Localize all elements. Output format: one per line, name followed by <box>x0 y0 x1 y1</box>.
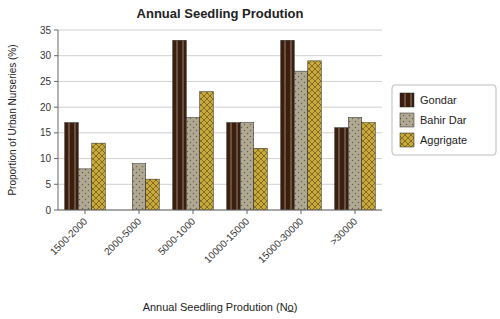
x-tick <box>85 210 86 214</box>
x-tick <box>355 210 356 214</box>
bar <box>362 123 376 210</box>
legend-swatch <box>400 93 414 107</box>
x-tick-label: 5000-1000 <box>156 215 198 257</box>
y-grid <box>58 30 382 210</box>
y-tick-label: 10 <box>40 153 52 164</box>
y-tick <box>54 158 58 159</box>
bar <box>348 117 362 210</box>
y-tick <box>54 81 58 82</box>
x-tick <box>247 210 248 214</box>
y-axis-line <box>58 30 59 210</box>
legend-label: Gondar <box>420 94 457 106</box>
x-axis-line <box>58 210 382 211</box>
bar <box>173 40 187 210</box>
bar <box>294 71 308 210</box>
y-tick-label: 35 <box>40 25 52 36</box>
bar <box>78 169 92 210</box>
x-tick-label: 15000-30000 <box>256 215 306 265</box>
grid-line <box>58 107 382 108</box>
y-tick-label: 0 <box>45 205 51 216</box>
x-tick-label: 10000-15000 <box>202 215 252 265</box>
x-axis: 1500-2000 2000-5000 5000-100010000-1500015… <box>48 210 382 265</box>
bar <box>240 123 254 210</box>
bar <box>146 179 160 210</box>
y-axis: 0 5 10 15 20 25 30 35 <box>40 25 58 216</box>
bar <box>92 143 106 210</box>
x-tick <box>301 210 302 214</box>
y-tick-label: 15 <box>40 127 52 138</box>
legend-swatch <box>400 133 414 147</box>
bar <box>308 61 322 210</box>
grid-line <box>58 30 382 31</box>
y-tick-label: 30 <box>40 50 52 61</box>
x-tick <box>193 210 194 214</box>
x-tick-label: 1500-2000 <box>48 215 90 257</box>
legend-swatch <box>400 113 414 127</box>
grid-line <box>58 184 382 185</box>
y-axis-label: Proportion of Urban Nurseries (%) <box>7 44 18 195</box>
x-tick-label: >30000 <box>328 215 360 247</box>
y-tick <box>54 184 58 185</box>
bar-series <box>65 40 349 210</box>
bar-series <box>92 61 376 210</box>
y-tick-label: 5 <box>45 179 51 190</box>
bar <box>65 123 79 210</box>
bar <box>227 123 241 210</box>
y-tick-label: 20 <box>40 102 52 113</box>
grid-line <box>58 81 382 82</box>
x-tick <box>139 210 140 214</box>
title: Annual Seedling Prodution <box>137 6 304 21</box>
y-tick <box>54 107 58 108</box>
bar <box>335 128 349 210</box>
legend-box <box>392 85 496 155</box>
legend-label: Bahir Dar <box>420 114 467 126</box>
bar <box>132 164 146 210</box>
grid-line <box>58 210 382 211</box>
chart: 0 5 10 15 20 25 30 35 1500-2000 2000-5000 5000-100… <box>0 0 500 319</box>
grid-line <box>58 55 382 56</box>
x-tick-label: 2000-5000 <box>102 215 144 257</box>
y-tick <box>54 132 58 133</box>
y-tick <box>54 55 58 56</box>
grid-line <box>58 132 382 133</box>
chart-container: 0 5 10 15 20 25 30 35 1500-2000 2000-5000 5000-100… <box>0 0 500 319</box>
grid-line <box>58 158 382 159</box>
bar <box>200 92 214 210</box>
y-tick-label: 25 <box>40 76 52 87</box>
y-tick <box>54 210 58 211</box>
legend-label: Aggrigate <box>420 134 467 146</box>
bar <box>254 148 268 210</box>
bar <box>281 40 295 210</box>
bar <box>186 117 200 210</box>
y-tick <box>54 30 58 31</box>
bars <box>65 40 376 210</box>
legend: Gondar Bahir Dar Aggrigate <box>392 85 496 155</box>
x-axis-label: Annual Seedling Prodution (No̲) <box>143 301 298 313</box>
